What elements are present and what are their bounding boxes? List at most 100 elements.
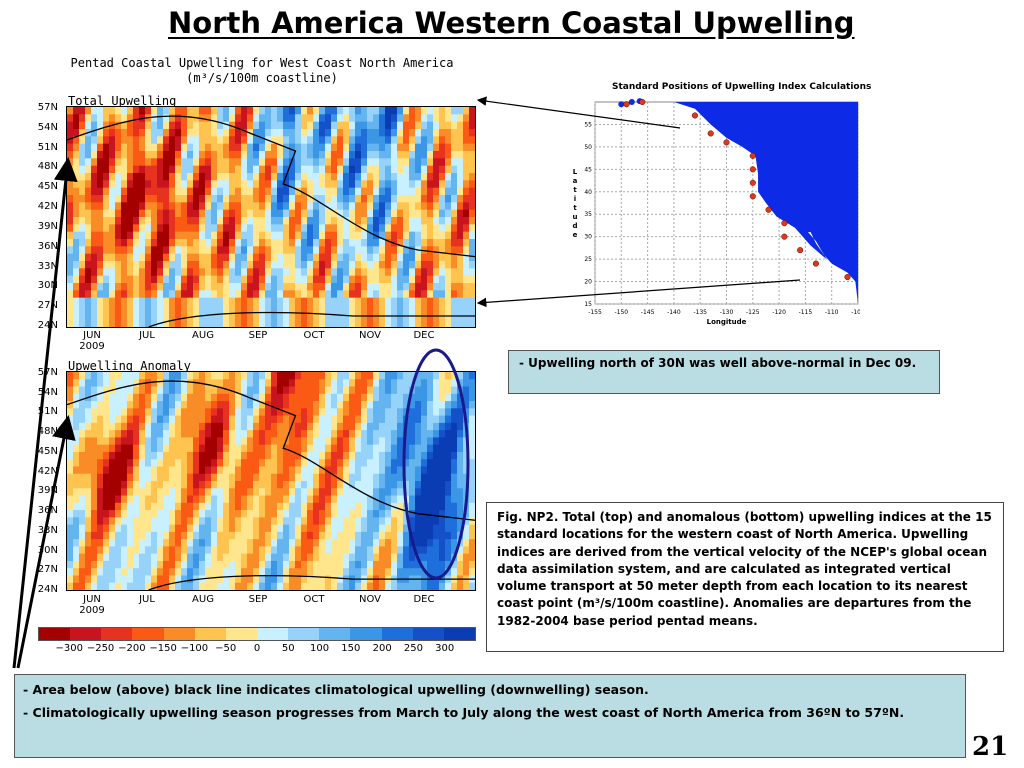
heatmap-cell: [397, 180, 404, 189]
heatmap-cell: [157, 275, 164, 284]
heatmap-cell: [343, 553, 350, 562]
heatmap-cell: [427, 524, 434, 533]
heatmap-cell: [79, 224, 86, 233]
heatmap-cell: [259, 473, 266, 482]
heatmap-cell: [319, 524, 326, 533]
heatmap-cell: [223, 136, 230, 145]
heatmap-cell: [331, 239, 338, 247]
heatmap-cell: [355, 253, 362, 262]
heatmap-cell: [451, 444, 458, 453]
heatmap-cell: [325, 502, 332, 511]
heatmap-cell: [391, 481, 398, 489]
heatmap-cell: [235, 451, 242, 460]
heatmap-cell: [193, 195, 200, 203]
heatmap-cell: [265, 165, 272, 174]
heatmap-cell: [313, 275, 320, 284]
heatmap-cell: [337, 268, 344, 277]
heatmap-cell: [391, 297, 398, 306]
heatmap-cell: [409, 437, 416, 446]
heatmap-cell: [343, 524, 350, 533]
heatmap-cell: [439, 319, 446, 327]
heatmap-cell: [463, 143, 470, 152]
heatmap-cell: [127, 180, 134, 189]
heatmap-cell: [109, 319, 116, 327]
heatmap-cell: [181, 195, 188, 203]
heatmap-cell: [343, 239, 350, 247]
heatmap-cell: [421, 481, 428, 489]
heatmap-cell: [175, 473, 182, 482]
heatmap-cell: [259, 268, 266, 277]
heatmap-cell: [463, 495, 470, 504]
heatmap-cell: [235, 510, 242, 518]
heatmap-cell: [307, 451, 314, 460]
heatmap-cell: [145, 386, 152, 395]
heatmap-cell: [403, 466, 410, 475]
heatmap-cell: [271, 539, 278, 547]
heatmap-cell: [247, 283, 254, 291]
heatmap-cell: [229, 473, 236, 482]
heatmap-cell: [223, 202, 230, 211]
heatmap-cell: [205, 386, 212, 395]
heatmap-cell: [73, 173, 80, 181]
heatmap-cell: [379, 553, 386, 562]
heatmap-cell: [433, 143, 440, 152]
heatmap-cell: [439, 143, 446, 152]
page-number: 21: [972, 732, 1009, 762]
heatmap-cell: [409, 488, 416, 497]
heatmap-cell: [313, 386, 320, 395]
heatmap-cell: [403, 114, 410, 123]
heatmap-cell: [163, 143, 170, 152]
heatmap-cell: [439, 451, 446, 460]
heatmap-cell: [139, 312, 146, 321]
heatmap-cell: [379, 517, 386, 526]
heatmap-cell: [247, 546, 254, 555]
heatmap-cell: [247, 180, 254, 189]
heatmap-cell: [283, 246, 290, 255]
heatmap-cell: [229, 372, 236, 380]
heatmap-cell: [205, 451, 212, 460]
heatmap-cell: [277, 187, 284, 196]
heatmap-cell: [355, 319, 362, 327]
heatmap-cell: [211, 224, 218, 233]
heatmap-cell: [397, 305, 404, 313]
heatmap-cell: [301, 459, 308, 467]
heatmap-cell: [97, 560, 104, 569]
heatmap-cell: [331, 524, 338, 533]
heatmap-cell: [439, 180, 446, 189]
heatmap-cell: [103, 510, 110, 518]
colorbar-swatch: [132, 628, 164, 640]
heatmap-cell: [343, 151, 350, 159]
heatmap-cell: [133, 481, 140, 489]
heatmap-cell: [277, 531, 284, 540]
heatmap-cell: [229, 408, 236, 417]
heatmap-cell: [301, 268, 308, 277]
heatmap-cell: [283, 268, 290, 277]
heatmap-cell: [217, 393, 224, 402]
heatmap-cell: [175, 312, 182, 321]
heatmap-cell: [187, 319, 194, 327]
heatmap-cell: [139, 473, 146, 482]
heatmap-cell: [349, 283, 356, 291]
heatmap-cell: [391, 158, 398, 167]
heatmap-cell: [253, 430, 260, 438]
heatmap-cell: [217, 107, 224, 115]
heatmap-cell: [313, 151, 320, 159]
heatmap-cell: [463, 209, 470, 218]
heatmap-cell: [427, 239, 434, 247]
heatmap-cell: [223, 546, 230, 555]
heatmap-cell: [307, 231, 314, 240]
heatmap-cell: [103, 261, 110, 269]
heatmap-cell: [433, 386, 440, 395]
heatmap-cell: [187, 473, 194, 482]
heatmap-cell: [433, 553, 440, 562]
heatmap-cell: [85, 546, 92, 555]
heatmap-cell: [451, 319, 458, 327]
heatmap-cell: [133, 275, 140, 284]
heatmap-cell: [193, 275, 200, 284]
top-panel-label: Total Upwelling: [68, 94, 177, 108]
heatmap-cell: [193, 531, 200, 540]
heatmap-cell: [337, 444, 344, 453]
heatmap-cell: [385, 202, 392, 211]
heatmap-cell: [367, 408, 374, 417]
heatmap-cell: [337, 261, 344, 269]
